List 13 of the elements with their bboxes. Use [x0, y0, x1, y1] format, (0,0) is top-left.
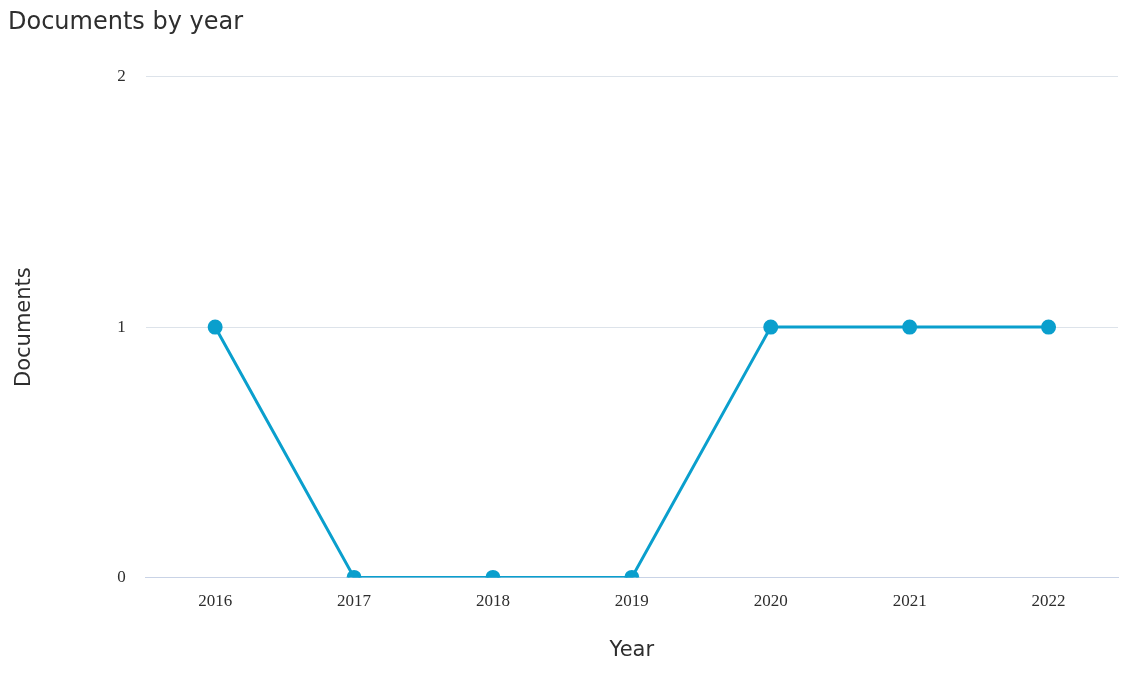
y-axis-title: Documents	[11, 267, 36, 387]
x-tick-label: 2017	[337, 591, 372, 611]
x-tick-label: 2020	[753, 591, 788, 611]
y-tick-label: 2	[117, 66, 126, 86]
x-tick-label: 2018	[475, 591, 510, 611]
chart-title: Documents by year	[8, 6, 244, 35]
x-tick-label: 2019	[614, 591, 649, 611]
y-tick-label: 0	[117, 566, 126, 586]
x-tick-label: 2022	[1031, 591, 1066, 611]
x-axis-title: Year	[608, 636, 655, 661]
x-tick-label: 2021	[892, 591, 927, 611]
y-tick-label: 1	[117, 316, 126, 336]
x-tick-label: 2016	[198, 591, 233, 611]
